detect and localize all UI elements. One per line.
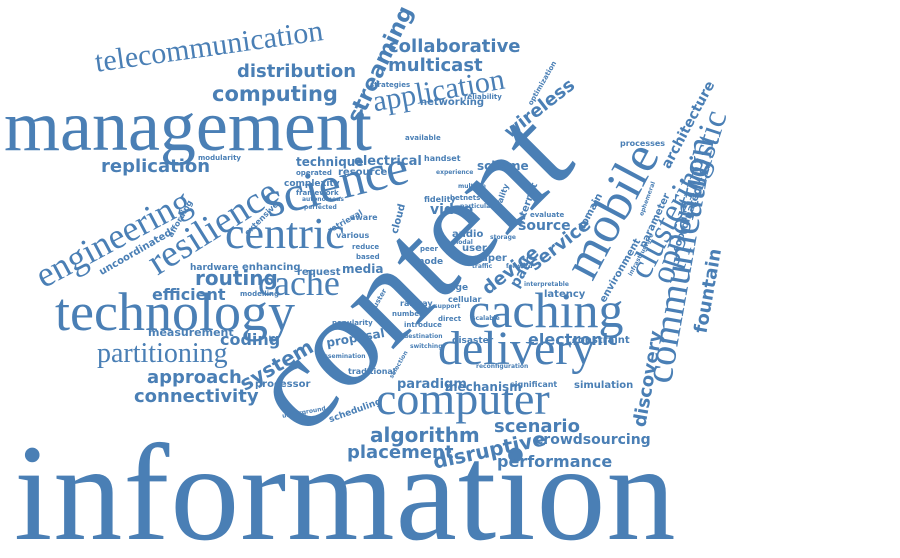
word-direct: direct [438, 315, 462, 323]
word-fidelity: fidelity [424, 195, 456, 204]
word-networking: networking [420, 97, 485, 108]
word-constraint: constraint [572, 335, 630, 346]
word-paradigm: paradigm [397, 377, 467, 392]
word-traditional: traditional [348, 367, 396, 376]
word-cellular: cellular [448, 295, 482, 304]
word-evaluate: evaluate [530, 211, 565, 219]
word-based: based [356, 253, 380, 261]
word-edge: edge [443, 283, 469, 293]
word-information: information [14, 416, 677, 558]
word-user: user [462, 243, 487, 254]
word-collaborative: collaborative [388, 36, 521, 57]
word-crowdsourcing: crowdsourcing [535, 432, 651, 448]
word-traffic: traffic [472, 263, 493, 270]
word-technique: technique [296, 155, 364, 169]
word-peer: peer [420, 245, 438, 253]
word-modularity: modularity [198, 154, 241, 162]
word-distribution: distribution [237, 61, 357, 82]
word-enhancing: enhancing [242, 262, 301, 273]
word-management: management [4, 86, 372, 166]
word-efficient: efficient [152, 285, 226, 304]
word-framework: framework [296, 189, 339, 197]
word-processor: processor [255, 379, 311, 390]
word-particular: particular [460, 203, 494, 210]
word-partitioning: partitioning [97, 338, 228, 369]
word-connectivity: connectivity [134, 386, 259, 407]
word-simulation: simulation [574, 380, 634, 391]
word-technology: technology [55, 282, 295, 342]
word-video: video [430, 202, 474, 218]
word-processes: processes [620, 139, 666, 148]
word-scalable: scalable [472, 315, 500, 322]
word-number: number [392, 310, 423, 318]
word-approach: approach [147, 367, 242, 388]
word-node: node [418, 257, 444, 267]
word-destination: destination [404, 333, 443, 340]
word-computer: computer [376, 373, 550, 424]
word-computing: computing [212, 82, 338, 106]
word-replication: replication [101, 156, 211, 177]
word-scheme: scheme [477, 159, 529, 173]
word-reduce: reduce [352, 243, 380, 251]
word-measurement: measurement [148, 326, 234, 339]
word-interpretable: interpretable [524, 281, 569, 288]
word-aware: aware [350, 213, 378, 222]
word-support: support [434, 303, 461, 310]
word-mechanism: mechanism [445, 380, 522, 394]
word-disaster: disaster [452, 336, 494, 346]
word-resource: resource [338, 167, 388, 178]
word-routing: routing [195, 266, 278, 290]
word-significant: significant [510, 380, 558, 389]
word-autonomous: autonomous [302, 196, 344, 203]
word-available: available [405, 134, 441, 142]
word-multicast: multicast [388, 55, 483, 76]
word-paper: paper [474, 253, 507, 264]
word-centric: centric [225, 209, 345, 258]
word-latency: latency [544, 289, 586, 300]
word-caching: caching [468, 282, 624, 338]
word-complexity: complexity [284, 179, 340, 189]
word-various: various [336, 231, 370, 240]
word-storage: storage [490, 234, 516, 241]
word-multiple: multiple [458, 183, 486, 190]
word-delivery: delivery [438, 322, 596, 375]
word-strategies: strategies [370, 81, 411, 89]
word-audio: audio [452, 229, 484, 240]
word-introduce: introduce [404, 321, 442, 329]
word-reliability: reliability [464, 93, 502, 101]
word-handset: handset [424, 154, 461, 163]
word-coding: coding [220, 330, 281, 349]
word-modelling: modelling [240, 290, 280, 298]
word-electronic: electronic [528, 330, 618, 349]
word-reconfiguration: reconfiguration [476, 363, 529, 370]
word-algorithm: algorithm [370, 423, 480, 447]
word-placement: placement [347, 442, 454, 463]
word-cache: cache [258, 263, 340, 303]
word-nodal: nodal [454, 239, 473, 246]
word-experience: experience [436, 169, 474, 176]
word-hardware: hardware [190, 263, 239, 273]
word-railway: railway [400, 299, 433, 308]
word-scenario: scenario [494, 416, 580, 437]
word-perfected: perfected [304, 204, 337, 211]
word-forward: forward [506, 263, 533, 270]
word-performance: performance [497, 452, 613, 471]
word-operated: operated [296, 169, 332, 177]
word-hetnets: hetnets [450, 194, 481, 202]
word-popularity: popularity [332, 319, 373, 327]
word-switching: switching [410, 343, 443, 350]
word-media: media [342, 262, 384, 276]
word-source: source [518, 218, 571, 234]
word-electrical: electrical [354, 154, 422, 169]
word-request: request [297, 267, 341, 278]
word-dissemination: dissemination [318, 353, 366, 360]
